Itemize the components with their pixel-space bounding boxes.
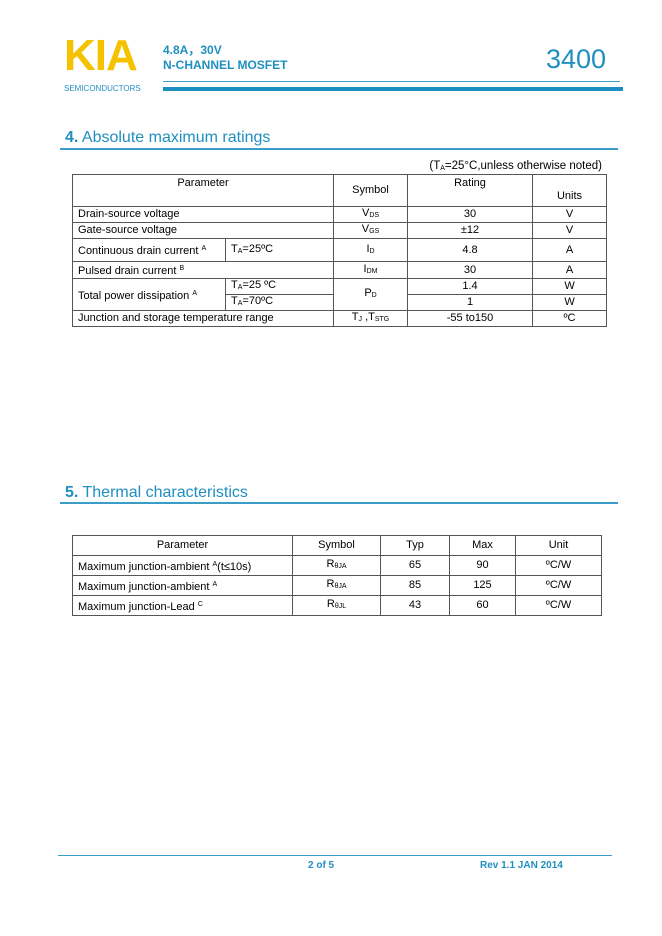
unit-cell: ºC/W	[515, 595, 602, 616]
unit-cell: V	[532, 206, 608, 223]
spec-rating: 4.8A，30V	[163, 43, 222, 57]
header-divider-thin	[163, 81, 620, 82]
header-parameter: Parameter	[71, 174, 335, 207]
param-cell: Maximum junction-Lead C	[72, 595, 293, 616]
page-number: 2 of 5	[308, 860, 335, 871]
section-number: 5.	[65, 484, 79, 501]
unit-cell: W	[532, 294, 608, 311]
symbol-cell: RθJA	[292, 555, 381, 576]
unit-cell: A	[532, 261, 608, 279]
param-cell: Total power dissipation A	[72, 278, 226, 311]
section-title: Thermal characteristics	[82, 484, 248, 501]
section-divider	[60, 502, 618, 504]
rating-cell: 30	[407, 206, 534, 223]
unit-cell: ºC/W	[515, 575, 602, 596]
section-4-heading: 4. Absolute maximum ratings	[65, 129, 270, 147]
typ-cell: 65	[380, 555, 450, 576]
rating-cell: 1.4	[407, 278, 534, 295]
device-type: N-CHANNEL MOSFET	[163, 58, 288, 72]
param-cell: Maximum junction-ambient A	[72, 575, 293, 596]
condition-cell: TA=25ºC	[224, 238, 335, 262]
kia-logo: KIA	[64, 31, 138, 80]
symbol-cell: TJ ,TSTG	[333, 310, 409, 327]
header-typ: Typ	[380, 535, 450, 556]
param-cell: Maximum junction-ambient A(t≤10s)	[72, 555, 293, 576]
param-cell: Junction and storage temperature range	[71, 310, 335, 327]
table-row: Junction and storage temperature range T…	[71, 310, 608, 327]
footer-divider	[58, 855, 612, 856]
section-5-heading: 5. Thermal characteristics	[65, 484, 248, 502]
rating-cell: 1	[407, 294, 534, 311]
header-rating: Rating	[407, 174, 534, 207]
part-number: 3400	[546, 44, 607, 74]
logo-subtitle: SEMICONDUCTORS	[64, 84, 141, 93]
header-unit: Unit	[515, 535, 602, 556]
symbol-cell: VGS	[333, 222, 409, 239]
header-parameter: Parameter	[72, 535, 293, 556]
table-row: Maximum junction-Lead C RθJL 43 60 ºC/W	[72, 595, 602, 616]
header-symbol: Symbol	[333, 174, 409, 207]
rating-cell: -55 to150	[407, 310, 534, 327]
thermal-characteristics-table: Parameter Symbol Typ Max Unit Maximum ju…	[72, 535, 602, 616]
symbol-cell: RθJA	[292, 575, 381, 596]
table-row: Pulsed drain current B IDM 30 A	[71, 261, 608, 279]
revision-info: Rev 1.1 JAN 2014	[480, 860, 563, 871]
table-row: Maximum junction-ambient A(t≤10s) RθJA 6…	[72, 555, 602, 576]
section-divider	[60, 148, 618, 150]
typ-cell: 43	[380, 595, 450, 616]
param-cell: Gate-source voltage	[71, 222, 335, 239]
max-cell: 60	[449, 595, 516, 616]
symbol-cell: VDS	[333, 206, 409, 223]
condition-cell: TA=25 ºC	[224, 278, 335, 295]
unit-cell: ºC/W	[515, 555, 602, 576]
table-row: TA=70ºC 1 W	[73, 294, 608, 311]
param-cell: Continuous drain current A	[72, 238, 226, 262]
absolute-max-ratings-table: Parameter Symbol Rating Units Drain-sour…	[71, 174, 608, 327]
symbol-cell: RθJL	[292, 595, 381, 616]
param-cell: Pulsed drain current B	[71, 261, 335, 279]
table-row: Maximum junction-ambient A RθJA 85 125 º…	[72, 575, 602, 596]
section-title: Absolute maximum ratings	[81, 129, 271, 146]
unit-cell: ºC	[532, 310, 608, 327]
table-row: Drain-source voltage VDS 30 V	[71, 206, 608, 223]
typ-cell: 85	[380, 575, 450, 596]
table-header-row: Parameter Symbol Typ Max Unit	[72, 535, 602, 556]
rating-cell: ±12	[407, 222, 534, 239]
table-row: Gate-source voltage VGS ±12 V	[71, 222, 608, 239]
header-symbol: Symbol	[292, 535, 381, 556]
symbol-cell: PD	[333, 278, 409, 311]
section-number: 4.	[65, 129, 79, 146]
max-cell: 125	[449, 575, 516, 596]
symbol-cell: ID	[333, 238, 409, 262]
unit-cell: A	[532, 238, 608, 262]
rating-cell: 4.8	[407, 238, 534, 262]
max-cell: 90	[449, 555, 516, 576]
conditions-note: (TA=25°C,unless otherwise noted)	[429, 160, 602, 172]
table-row: Total power dissipation A TA=25 ºC PD 1.…	[72, 278, 608, 311]
unit-cell: W	[532, 278, 608, 295]
header-units: Units	[532, 174, 608, 207]
unit-cell: V	[532, 222, 608, 239]
symbol-cell: IDM	[333, 261, 409, 279]
table-header-row: Parameter Symbol Rating Units	[71, 174, 608, 207]
param-cell: Drain-source voltage	[71, 206, 335, 223]
header-max: Max	[449, 535, 516, 556]
header-divider-thick	[163, 87, 623, 91]
condition-cell: TA=70ºC	[224, 294, 335, 311]
rating-cell: 30	[407, 261, 534, 279]
table-row: Continuous drain current A TA=25ºC ID 4.…	[72, 238, 608, 262]
